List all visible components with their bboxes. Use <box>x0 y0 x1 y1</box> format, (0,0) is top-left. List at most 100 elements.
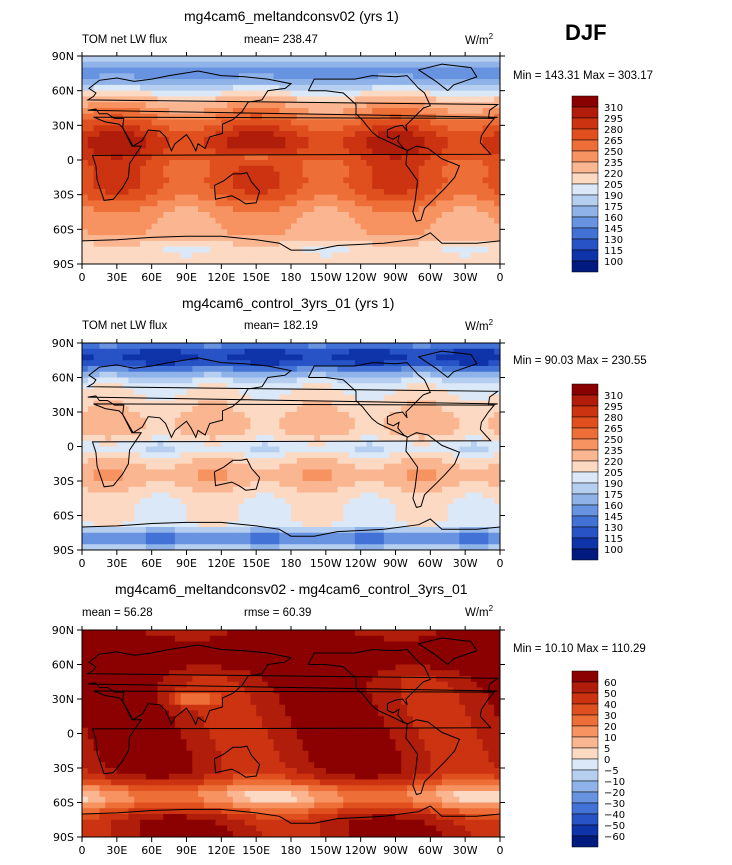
field-cell <box>192 252 199 259</box>
field-cell <box>424 188 431 196</box>
field-cell <box>470 360 478 367</box>
map-panel-2: 0 30E 60E 90E 120E 150E 180 150W 120W 90W 60W 30W 09… <box>52 337 505 570</box>
field-cell <box>494 481 500 488</box>
field-cell <box>476 412 484 419</box>
field-cell <box>389 177 397 184</box>
field-cell <box>308 73 315 80</box>
field-cell <box>325 348 333 356</box>
field-cell <box>436 383 443 390</box>
field-cell <box>354 235 362 242</box>
field-cell <box>436 515 443 522</box>
colorbar-swatch <box>571 150 599 163</box>
field-cell <box>116 79 124 86</box>
field-cell <box>372 406 379 413</box>
field-cell <box>488 446 495 453</box>
field-cell <box>482 90 489 98</box>
field-cell <box>169 102 176 109</box>
field-cell <box>488 177 495 184</box>
field-cell <box>482 504 489 511</box>
field-cell <box>430 446 437 453</box>
field-cell <box>192 56 199 63</box>
field-cell <box>227 240 234 248</box>
field-cell <box>488 200 495 207</box>
field-cell <box>325 113 333 121</box>
field-cell <box>354 475 362 482</box>
field-cell <box>99 56 106 63</box>
field-cell <box>82 452 89 459</box>
field-cell <box>494 79 500 86</box>
field-cell <box>430 412 437 419</box>
field-cell <box>238 423 246 430</box>
field-cell <box>296 521 304 528</box>
field-cell <box>314 343 321 350</box>
field-cell <box>261 389 269 396</box>
field-cell <box>447 440 455 448</box>
field-cell <box>407 113 414 121</box>
field-cell <box>215 96 222 103</box>
field-cell <box>372 229 379 236</box>
field-cell <box>349 521 356 528</box>
field-cell <box>436 486 443 494</box>
field-cell <box>465 131 472 138</box>
field-cell <box>140 223 147 230</box>
field-cell <box>145 194 153 202</box>
field-cell <box>186 452 193 459</box>
field-cell <box>215 400 222 407</box>
field-cell <box>470 452 478 459</box>
colorbar-label: 235 <box>604 158 623 169</box>
field-cell <box>285 475 292 482</box>
field-cell <box>412 206 420 213</box>
field-cell <box>180 521 188 528</box>
field-cell <box>320 469 327 476</box>
field-cell <box>395 136 402 144</box>
field-cell <box>325 475 333 482</box>
field-cell <box>186 521 193 528</box>
field-cell <box>389 412 397 419</box>
field-cell <box>221 125 228 132</box>
field-cell <box>221 429 228 436</box>
field-cell <box>465 217 472 225</box>
field-cell <box>122 463 130 471</box>
field-cell <box>308 440 315 448</box>
field-cell <box>482 389 489 396</box>
field-cell <box>337 429 344 436</box>
field-cell <box>93 417 101 425</box>
field-cell <box>105 194 112 202</box>
field-cell <box>430 515 437 522</box>
field-cell <box>93 509 101 517</box>
field-cell <box>215 429 222 436</box>
field-cell <box>215 475 222 482</box>
field-cell <box>349 160 356 167</box>
field-cell <box>389 377 397 384</box>
field-cell <box>163 521 170 528</box>
field-cell <box>174 119 182 126</box>
field-cell <box>180 446 188 453</box>
field-cell <box>470 217 478 225</box>
field-cell <box>203 160 211 167</box>
field-cell <box>250 429 257 436</box>
field-cell <box>151 177 159 184</box>
field-cell <box>145 206 153 213</box>
field-cell <box>238 194 246 202</box>
field-cell <box>395 343 402 350</box>
field-cell <box>447 73 455 80</box>
field-cell <box>261 348 269 356</box>
field-cell <box>198 217 205 225</box>
field-cell <box>145 509 153 517</box>
field-cell <box>128 417 135 425</box>
field-cell <box>302 188 310 196</box>
field-cell <box>320 252 327 259</box>
field-cell <box>360 258 368 264</box>
field-cell <box>192 343 199 350</box>
field-cell <box>111 423 118 430</box>
field-cell <box>470 90 478 98</box>
field-cell <box>291 435 298 442</box>
field-cell <box>401 354 408 361</box>
field-cell <box>401 183 408 190</box>
field-cell <box>82 177 89 184</box>
field-cell <box>291 481 298 488</box>
field-cell <box>366 343 373 350</box>
field-cell <box>186 84 193 92</box>
field-cell <box>470 463 478 471</box>
field-cell <box>250 389 257 396</box>
